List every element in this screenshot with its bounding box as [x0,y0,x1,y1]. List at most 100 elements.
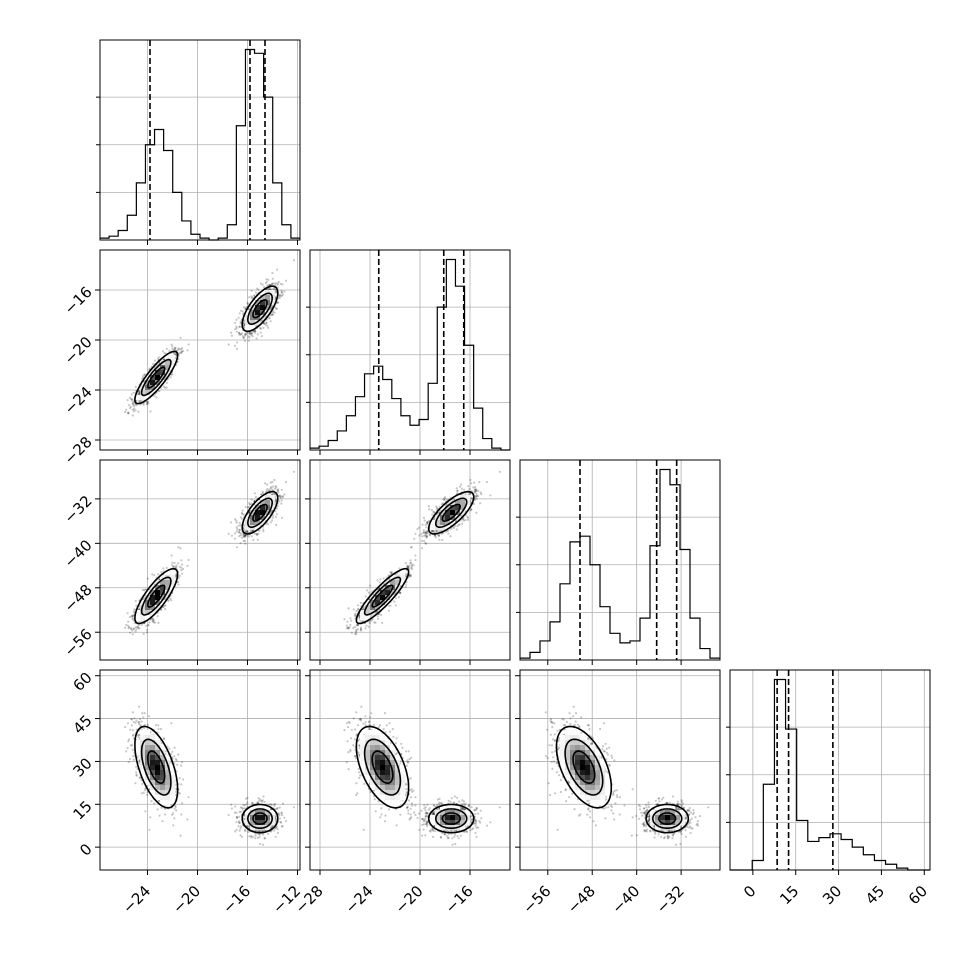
scatter-point [264,482,267,485]
scatter-point [425,535,428,538]
scatter-point [355,610,358,613]
scatter-point [130,398,133,401]
scatter-point [131,633,134,636]
axes-frame [309,249,511,451]
scatter-point [480,493,483,496]
scatter-point [127,625,131,629]
scatter-point [174,353,177,356]
scatter-point [267,284,270,287]
scatter-point [418,534,421,537]
scatter-point [169,597,172,600]
scatter-point [435,505,438,508]
scatter-point [178,351,181,354]
scatter-point [243,339,247,342]
scatter-point [475,497,478,500]
scatter-point [348,626,351,629]
scatter-point [435,529,438,533]
density-cell [140,615,146,621]
scatter-point [245,530,248,533]
scatter-point [268,283,272,287]
scatter-point [243,536,246,539]
density-cell [140,390,146,396]
scatter-point [134,409,137,412]
scatter-point [132,627,135,630]
scatter-point [475,511,478,514]
scatter-point [424,534,427,537]
scatter-point [227,532,230,535]
scatter-point [281,495,284,498]
scatter-point [271,488,274,491]
scatter-point [131,402,134,405]
scatter-point [359,629,362,632]
contour-0-0 [134,350,179,405]
density-cell [265,310,271,316]
scatter-point [364,627,367,630]
scatter-point [423,534,426,537]
scatter-point [132,410,135,413]
scatter-point [428,534,431,537]
scatter-point [370,619,373,623]
density-cell [245,310,251,316]
density-cell [165,360,171,366]
scatter-point [230,331,233,334]
scatter-panel-1-0: −28−24−20−16 [61,249,301,468]
scatter-point [279,294,282,297]
scatter-point [259,327,262,330]
scatter-point [248,332,252,335]
scatter-point [240,511,244,514]
scatter-point [238,535,241,538]
scatter-point [277,491,280,494]
scatter-points [124,259,295,417]
density-cell [165,580,171,586]
scatter-point [242,524,245,527]
scatter-point [355,630,358,633]
scatter-point [356,628,359,631]
scatter-point [238,325,241,328]
scatter-point [127,411,130,414]
scatter-point [280,289,283,292]
scatter-point [253,532,256,535]
scatter-point [382,577,385,580]
scatter-point [172,565,175,568]
scatter-point [418,526,421,529]
scatter-point [390,572,393,575]
scatter-point [274,515,277,518]
scatter-point [171,347,174,351]
density-cell [160,600,166,606]
scatter-point [379,578,382,581]
scatter-point [454,525,457,528]
scatter-point [354,613,357,616]
scatter-point [255,533,259,536]
scatter-point [404,561,407,565]
scatter-point [270,283,273,286]
density-cell [265,500,271,506]
scatter-point [357,623,360,627]
density-cell [155,600,161,606]
scatter-point [251,296,254,299]
density-cell [160,595,166,601]
scatter-point [498,470,501,473]
scatter-point [242,336,245,339]
scatter-point [127,404,131,407]
scatter-point [259,327,262,330]
scatter-point [186,349,189,352]
scatter-point [235,347,238,350]
scatter-point [354,612,357,615]
scatter-point [442,498,445,501]
scatter-point [269,521,272,524]
scatter-point [437,535,440,538]
scatter-point [170,599,173,602]
scatter-point [272,310,275,313]
scatter-point [135,628,138,631]
scatter-point [270,313,274,316]
density-cell [160,375,166,381]
scatter-point [134,600,137,603]
scatter-point [237,531,241,534]
scatter-point [126,412,130,415]
scatter-point [234,328,237,331]
scatter-point [352,627,355,630]
contour-1-2 [252,503,268,522]
scatter-point [434,536,437,539]
scatter-point [409,562,412,565]
